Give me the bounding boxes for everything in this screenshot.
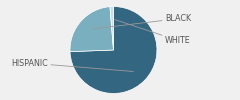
Text: WHITE: WHITE — [115, 20, 191, 45]
Wedge shape — [70, 7, 114, 52]
Text: HISPANIC: HISPANIC — [12, 58, 133, 72]
Text: BLACK: BLACK — [93, 14, 191, 29]
Wedge shape — [110, 6, 114, 50]
Wedge shape — [70, 6, 157, 94]
